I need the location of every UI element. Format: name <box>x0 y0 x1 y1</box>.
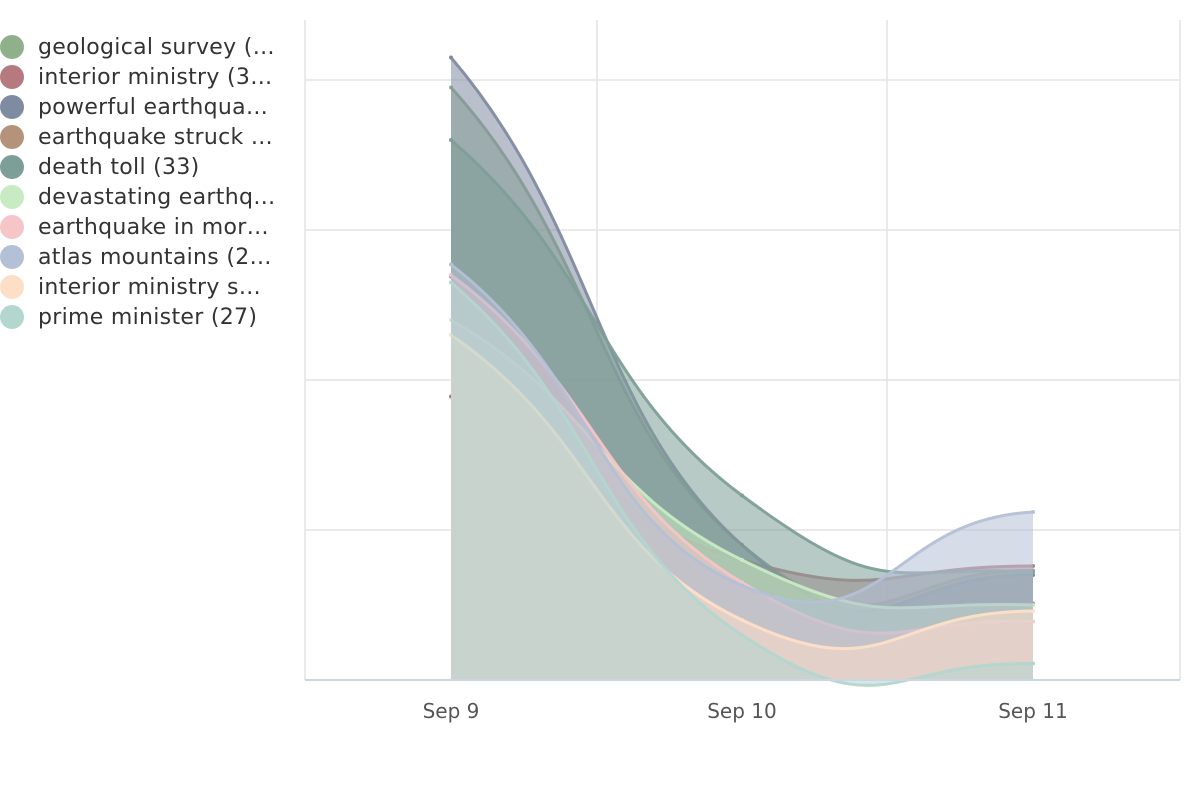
data-point[interactable] <box>449 138 453 142</box>
legend-item[interactable]: death toll (33) <box>0 152 290 182</box>
legend-item[interactable]: earthquake struck … <box>0 122 290 152</box>
legend-label: devastating earthq… <box>38 184 276 210</box>
legend-item[interactable]: atlas mountains (2… <box>0 242 290 272</box>
series-line <box>450 281 1034 687</box>
x-tick-label: Sep 10 <box>707 699 777 723</box>
legend-swatch-icon <box>0 155 24 179</box>
data-point[interactable] <box>740 618 744 622</box>
legend-item[interactable]: powerful earthqua… <box>0 92 290 122</box>
data-point[interactable] <box>740 558 744 562</box>
axis-layer: Sep 9 Sep 10 Sep 11 <box>305 679 1180 723</box>
legend-swatch-icon <box>0 275 24 299</box>
legend-swatch-icon <box>0 35 24 59</box>
legend-swatch-icon <box>0 305 24 329</box>
x-tick-label: Sep 9 <box>423 699 480 723</box>
legend-swatch-icon <box>0 65 24 89</box>
legend-label: interior ministry (3… <box>38 64 273 90</box>
data-point[interactable] <box>449 55 453 60</box>
data-point[interactable] <box>449 262 453 267</box>
legend: geological survey (… interior ministry (3… <box>0 32 290 332</box>
legend-item[interactable]: prime minister (27) <box>0 302 290 332</box>
legend-swatch-icon <box>0 185 24 209</box>
legend-item[interactable]: interior ministry s… <box>0 272 290 302</box>
legend-swatch-icon <box>0 125 24 149</box>
data-point[interactable] <box>1031 609 1035 613</box>
legend-label: earthquake in mor… <box>38 214 269 240</box>
legend-swatch-icon <box>0 245 24 269</box>
data-point[interactable] <box>1031 661 1035 666</box>
data-point[interactable] <box>740 633 744 637</box>
legend-label: powerful earthqua… <box>38 94 269 120</box>
legend-item[interactable]: geological survey (… <box>0 32 290 62</box>
legend-swatch-icon <box>0 95 24 119</box>
legend-item[interactable]: devastating earthq… <box>0 182 290 212</box>
legend-label: interior ministry s… <box>38 274 262 300</box>
legend-item[interactable]: interior ministry (3… <box>0 62 290 92</box>
legend-swatch-icon <box>0 215 24 239</box>
legend-label: atlas mountains (2… <box>38 244 272 270</box>
series-layer <box>449 55 1035 687</box>
data-point[interactable] <box>449 280 453 285</box>
data-point[interactable] <box>740 493 744 498</box>
legend-label: earthquake struck … <box>38 124 274 150</box>
legend-label: geological survey (… <box>38 34 275 60</box>
data-point[interactable] <box>1031 510 1035 514</box>
legend-label: death toll (33) <box>38 154 200 180</box>
series-area[interactable] <box>451 282 1033 686</box>
legend-label: prime minister (27) <box>38 304 258 330</box>
series-9 <box>449 280 1035 687</box>
x-tick-label: Sep 11 <box>998 699 1068 723</box>
legend-item[interactable]: earthquake in mor… <box>0 212 290 242</box>
data-point[interactable] <box>740 583 744 588</box>
